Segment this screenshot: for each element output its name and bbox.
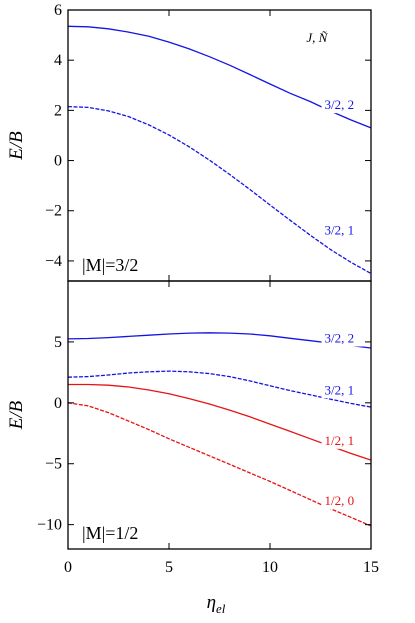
x-tick-label: 5 (165, 559, 173, 576)
y-axis-label-bottom: E/B (6, 400, 27, 430)
series-label-bg (321, 494, 380, 510)
series-label-top-0: 3/2, 2 (325, 97, 355, 112)
y-tick-label-top: 0 (54, 153, 62, 170)
y-tick-label-bottom: 0 (54, 395, 62, 412)
series-label-bottom-3: 1/2, 0 (325, 493, 355, 508)
x-axis-label: ηel (207, 592, 226, 616)
y-tick-label-bottom: −10 (37, 517, 62, 534)
panel-top: 3/2, 2 3/2, 1 −4 −2 0 2 4 6 E/B |M|=3/2 J, Ñ (6, 2, 380, 282)
panel-label-top: |M|=3/2 (82, 255, 138, 275)
y-axis-label-top: E/B (6, 131, 27, 161)
x-axis: 0 5 10 15 (64, 559, 379, 576)
series-line-bottom-2 (68, 383, 372, 461)
y-tick-label-top: −4 (45, 253, 62, 270)
series-label-top-1: 3/2, 1 (325, 223, 355, 238)
series-label-bg (321, 98, 380, 114)
y-tick-label-top: 4 (54, 52, 62, 69)
series-label-bg (321, 331, 380, 347)
series-label-bg (321, 223, 380, 239)
y-tick-label-top: 2 (54, 102, 62, 119)
panel-frame-top (67, 9, 372, 282)
series-label-bg (321, 383, 380, 399)
series-label-bg (321, 433, 380, 449)
y-tick-label-top: −2 (45, 203, 62, 220)
panel-frame-bottom (67, 280, 372, 550)
series-line-bottom-0 (67, 332, 372, 349)
legend-header: J, Ñ (306, 30, 328, 45)
series-label-bottom-1: 3/2, 1 (325, 382, 355, 397)
panel-label-bottom: |M|=1/2 (82, 523, 138, 543)
x-axis-label-main: η (207, 592, 216, 613)
series-line-top-1 (67, 105, 372, 275)
x-tick-label: 0 (64, 559, 72, 576)
series-label-bottom-2: 1/2, 1 (325, 433, 355, 448)
series-line-bottom-1 (67, 370, 372, 408)
x-axis-label-sub: el (216, 601, 226, 616)
y-tick-label-bottom: 5 (54, 334, 62, 351)
series-line-bottom-3 (67, 402, 372, 527)
series-label-bottom-0: 3/2, 2 (325, 331, 355, 346)
y-tick-label-top: 6 (54, 2, 62, 19)
x-tick-label: 15 (363, 559, 379, 576)
x-tick-label: 10 (262, 559, 278, 576)
series-line-top-0 (67, 25, 372, 129)
panel-bottom: 3/2, 2 3/2, 1 1/2, 1 1/2, 0 −10 −5 0 5 E/B |M|=1/… (6, 280, 380, 550)
y-tick-label-bottom: −5 (45, 456, 62, 473)
